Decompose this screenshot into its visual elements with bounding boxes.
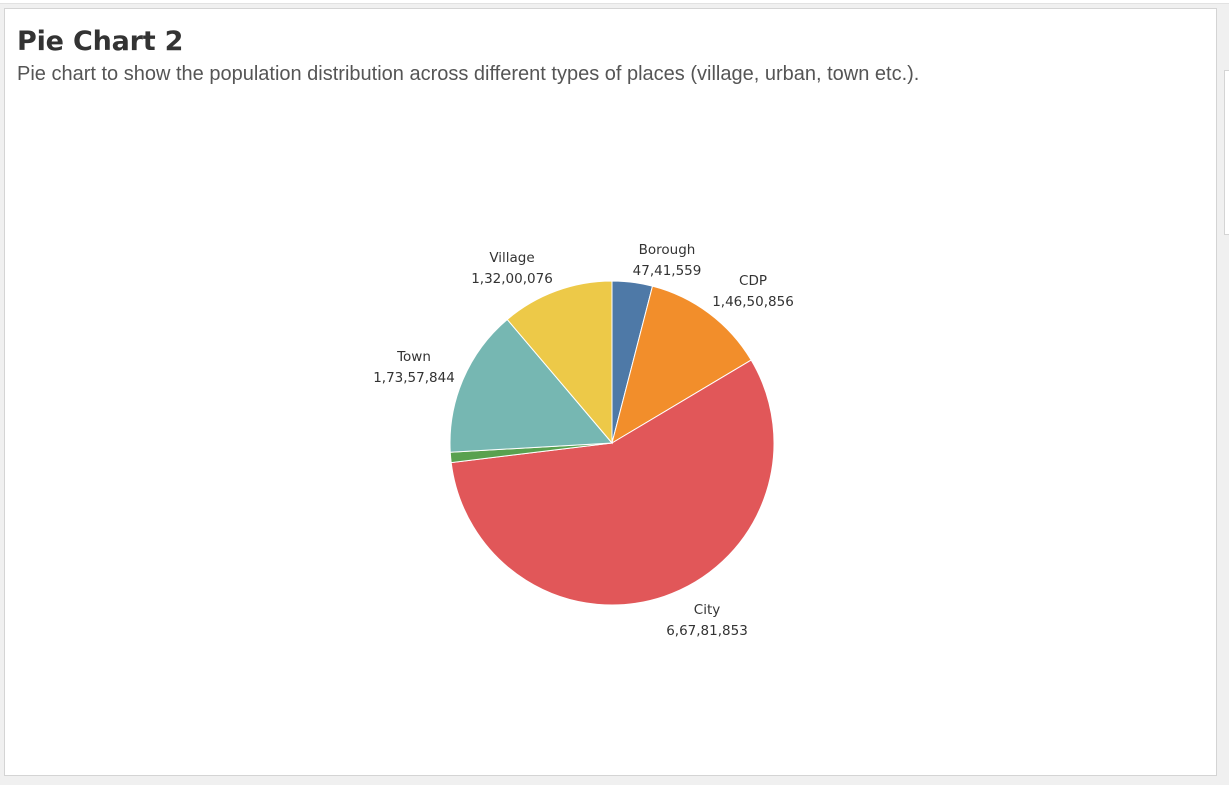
pie-slice-city[interactable] (450, 359, 775, 606)
slice-label-city: City (694, 602, 720, 618)
slice-value-borough: 47,41,559 (633, 263, 702, 279)
page-subtitle: Pie chart to show the population distrib… (17, 63, 920, 85)
pie-chart: Borough 47,41,559 CDP 1,46,50,856 City 6,67,8… (373, 242, 794, 639)
dashboard-sheet: Pie Chart 2 Pie chart to show the popula… (4, 8, 1217, 776)
pie-slice-village[interactable] (506, 280, 613, 445)
slice-value-town: 1,73,57,844 (373, 370, 455, 386)
side-panel-edge (1224, 70, 1229, 235)
slice-value-city: 6,67,81,853 (666, 623, 748, 639)
slice-label-village: Village (489, 250, 534, 266)
slice-label-town: Town (396, 349, 431, 365)
pie-slice-cdp[interactable] (611, 285, 752, 445)
window-top-strip (0, 0, 1229, 4)
slice-label-cdp: CDP (739, 273, 767, 289)
pie-slice-town[interactable] (449, 318, 614, 453)
pie-labels: Borough 47,41,559 CDP 1,46,50,856 City 6,67,8… (373, 242, 794, 639)
slice-value-cdp: 1,46,50,856 (712, 294, 794, 310)
slice-label-borough: Borough (639, 242, 696, 258)
page-title: Pie Chart 2 (17, 26, 184, 57)
pie-slices (449, 280, 775, 606)
slice-value-village: 1,32,00,076 (471, 271, 553, 287)
